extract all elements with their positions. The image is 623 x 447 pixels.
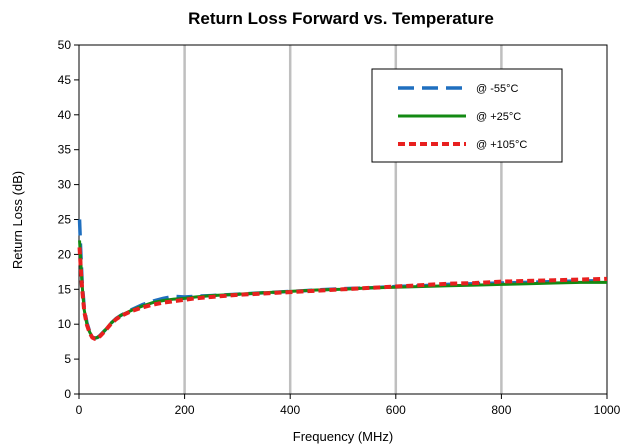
axes: 0 5 10 15 20 25 30 35 40 45 50 0 200 400 600 800 1000 [58, 38, 621, 417]
x-tick-label-0: 0 [76, 403, 83, 417]
legend-label-0: @ -55°C [476, 83, 519, 95]
y-tick-label-30: 30 [58, 178, 72, 192]
y-tick-label-5: 5 [64, 352, 71, 366]
x-tick-label-600: 600 [386, 403, 406, 417]
y-axis-label: Return Loss (dB) [10, 171, 25, 269]
x-tick-label-1000: 1000 [594, 403, 621, 417]
series-lines [77, 219, 608, 341]
y-tick-label-35: 35 [58, 143, 72, 157]
legend: @ -55°C @ +25°C @ +105°C [371, 68, 563, 163]
series-line-2 [77, 247, 608, 341]
y-tick-label-50: 50 [58, 38, 72, 52]
x-tick-label-200: 200 [175, 403, 195, 417]
legend-label-1: @ +25°C [476, 111, 521, 123]
y-tick-label-20: 20 [58, 247, 72, 261]
chart-title: Return Loss Forward vs. Temperature [188, 9, 494, 28]
x-tick-label-800: 800 [491, 403, 511, 417]
y-tick-label-15: 15 [58, 282, 72, 296]
y-tick-label-25: 25 [58, 213, 72, 227]
y-tick-label-45: 45 [58, 73, 72, 87]
series-line-0 [77, 219, 607, 340]
x-axis-label: Frequency (MHz) [293, 429, 393, 444]
y-tick-label-0: 0 [64, 387, 71, 401]
y-tick-label-40: 40 [58, 108, 72, 122]
y-tick-label-10: 10 [58, 317, 72, 331]
x-tick-label-400: 400 [280, 403, 300, 417]
legend-label-2: @ +105°C [476, 139, 527, 151]
